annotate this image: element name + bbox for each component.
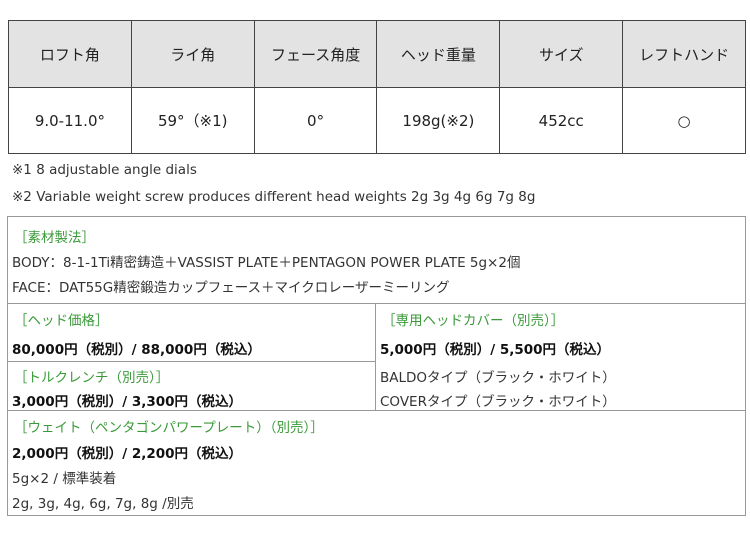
spec-header-row: ロフト角 ライ角 フェース角度 ヘッド重量 サイズ レフトハンド — [8, 20, 746, 88]
value-loft: 9.0-11.0° — [8, 87, 132, 154]
note-1: ※1 8 adjustable angle dials — [12, 162, 197, 178]
weight-options: 2g, 3g, 4g, 6g, 7g, 8g /別売 — [12, 496, 194, 512]
head-price-heading: ［ヘッド価格］ — [14, 313, 109, 329]
cover-type-cover: COVERタイプ（ブラック・ホワイト） — [380, 394, 616, 410]
material-section: ［素材製法］ BODY：8-1-1Ti精密鋳造＋VASSIST PLATE＋PE… — [7, 216, 746, 304]
material-face: FACE：DAT55G精密鍛造カップフェース＋マイクロレーザーミーリング — [12, 280, 450, 296]
header-left-hand: レフトハンド — [622, 20, 746, 88]
value-head-weight: 198g(※2) — [376, 87, 501, 154]
value-left-hand: ○ — [622, 87, 746, 154]
header-face-angle: フェース角度 — [253, 20, 378, 88]
cover-heading: ［専用ヘッドカバー（別売）］ — [382, 313, 565, 329]
value-size: 452cc — [499, 87, 624, 154]
material-heading: ［素材製法］ — [14, 230, 95, 246]
wrench-section: ［トルクレンチ（別売）］ 3,000円（税別）/ 3,300円（税込） — [7, 361, 376, 411]
weight-heading: ［ウェイト（ペンタゴンパワープレート）（別売）］ — [14, 420, 324, 436]
cover-price: 5,000円（税別）/ 5,500円（税込） — [380, 342, 611, 358]
material-body: BODY：8-1-1Ti精密鋳造＋VASSIST PLATE＋PENTAGON … — [12, 255, 521, 271]
header-head-weight: ヘッド重量 — [376, 20, 501, 88]
weight-price: 2,000円（税別）/ 2,200円（税込） — [12, 446, 243, 462]
cover-section: ［専用ヘッドカバー（別売）］ 5,000円（税別）/ 5,500円（税込） BA… — [375, 303, 746, 411]
wrench-heading: ［トルクレンチ（別売）］ — [14, 370, 170, 386]
spec-value-row: 9.0-11.0° 59°（※1) 0° 198g(※2) 452cc ○ — [8, 87, 746, 154]
header-loft: ロフト角 — [8, 20, 132, 88]
note-2: ※2 Variable weight screw produces differ… — [12, 189, 536, 205]
weight-section: ［ウェイト（ペンタゴンパワープレート）（別売）］ 2,000円（税別）/ 2,2… — [7, 410, 746, 516]
spec-table: ロフト角 ライ角 フェース角度 ヘッド重量 サイズ レフトハンド 9.0-11.… — [8, 20, 746, 154]
head-price: 80,000円（税別）/ 88,000円（税込） — [12, 342, 261, 358]
header-size: サイズ — [499, 20, 624, 88]
weight-standard: 5g×2 / 標準装着 — [12, 471, 117, 487]
header-lie: ライ角 — [130, 20, 255, 88]
head-price-section: ［ヘッド価格］ 80,000円（税別）/ 88,000円（税込） — [7, 303, 376, 362]
wrench-price: 3,000円（税別）/ 3,300円（税込） — [12, 394, 243, 410]
value-face-angle: 0° — [253, 87, 378, 154]
value-lie: 59°（※1) — [130, 87, 255, 154]
cover-type-baldo: BALDOタイプ（ブラック・ホワイト） — [380, 370, 616, 386]
